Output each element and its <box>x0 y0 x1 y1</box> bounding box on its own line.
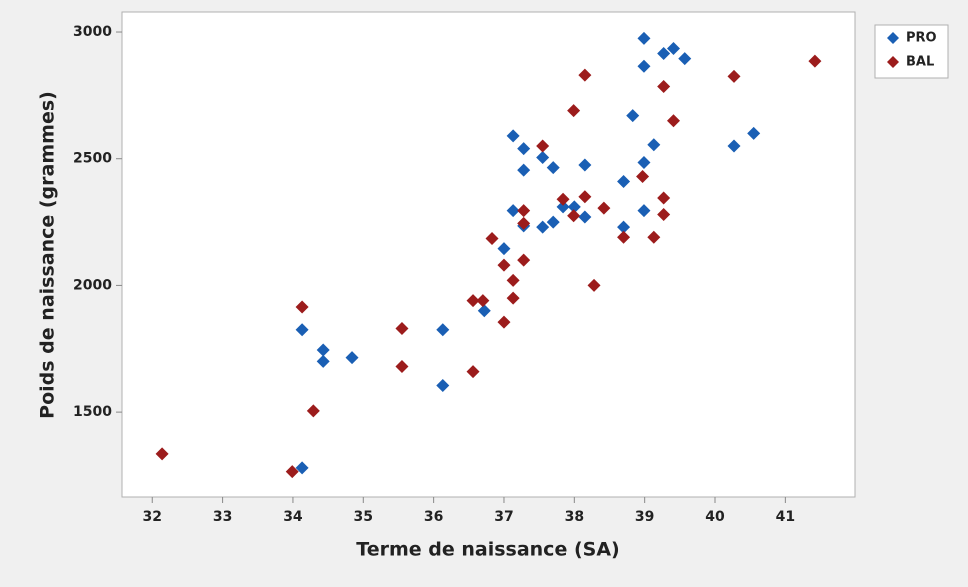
y-tick-label: 2500 <box>73 151 112 167</box>
point <box>727 139 741 153</box>
point <box>667 41 681 55</box>
point <box>536 150 550 164</box>
y-axis-title: Poids de naissance (grammes) <box>37 91 59 419</box>
x-tick-label: 34 <box>283 509 303 525</box>
point <box>567 209 581 223</box>
point <box>546 215 560 229</box>
point <box>497 242 511 256</box>
point <box>517 216 531 230</box>
point <box>517 253 531 267</box>
x-tick-label: 38 <box>565 509 584 525</box>
point <box>536 220 550 234</box>
point <box>395 321 409 335</box>
point <box>295 300 309 314</box>
point <box>727 69 741 83</box>
y-tick-label: 2000 <box>73 277 112 293</box>
point <box>578 68 592 82</box>
point <box>295 461 309 475</box>
x-axis-title: Terme de naissance (SA) <box>356 539 619 561</box>
point <box>597 201 611 215</box>
point <box>506 129 520 143</box>
point <box>657 191 671 205</box>
x-tick-label: 41 <box>776 509 795 525</box>
x-tick-label: 39 <box>635 509 654 525</box>
point <box>155 447 169 461</box>
point <box>466 365 480 379</box>
x-tick-label: 35 <box>354 509 373 525</box>
x-tick-label: 32 <box>143 509 162 525</box>
point <box>747 126 761 140</box>
point <box>578 158 592 172</box>
x-tick-label: 37 <box>494 509 513 525</box>
point <box>295 323 309 337</box>
point <box>436 323 450 337</box>
point <box>506 204 520 218</box>
point <box>517 163 531 177</box>
point <box>556 192 570 206</box>
point <box>637 204 651 218</box>
legend <box>874 24 949 79</box>
legend-marker <box>887 32 899 44</box>
point <box>506 291 520 305</box>
point <box>316 343 330 357</box>
point <box>647 230 661 244</box>
point <box>647 138 661 152</box>
point <box>657 79 671 93</box>
point <box>667 114 681 128</box>
point <box>578 210 592 224</box>
point <box>517 204 531 218</box>
point <box>637 156 651 170</box>
legend-label: PRO <box>906 31 937 46</box>
point <box>578 190 592 204</box>
point <box>617 220 631 234</box>
y-tick-label: 1500 <box>73 404 112 420</box>
point <box>546 161 560 175</box>
point <box>517 142 531 156</box>
legend-label: BAL <box>906 55 934 70</box>
point <box>567 200 581 214</box>
plot-area <box>121 11 856 498</box>
point <box>395 360 409 374</box>
point <box>285 465 299 479</box>
point <box>476 294 490 308</box>
point <box>637 59 651 73</box>
point <box>316 354 330 368</box>
point <box>306 404 320 418</box>
point <box>466 294 480 308</box>
x-tick-label: 40 <box>705 509 725 525</box>
legend-marker <box>887 56 899 68</box>
x-tick-label: 33 <box>213 509 232 525</box>
point <box>657 47 671 61</box>
point <box>637 31 651 45</box>
point <box>626 109 640 123</box>
point <box>567 104 581 118</box>
point <box>497 315 511 329</box>
point <box>636 169 650 183</box>
point <box>536 139 550 153</box>
point <box>345 351 359 365</box>
point <box>617 230 631 244</box>
point <box>808 54 822 68</box>
point <box>485 232 499 246</box>
point <box>678 52 692 66</box>
point <box>497 258 511 272</box>
point <box>587 278 601 292</box>
point <box>556 200 570 214</box>
point <box>436 379 450 393</box>
point <box>506 273 520 287</box>
point <box>617 175 631 189</box>
y-tick-label: 3000 <box>73 24 112 40</box>
x-tick-label: 36 <box>424 509 443 525</box>
point <box>477 304 491 318</box>
point <box>657 207 671 221</box>
